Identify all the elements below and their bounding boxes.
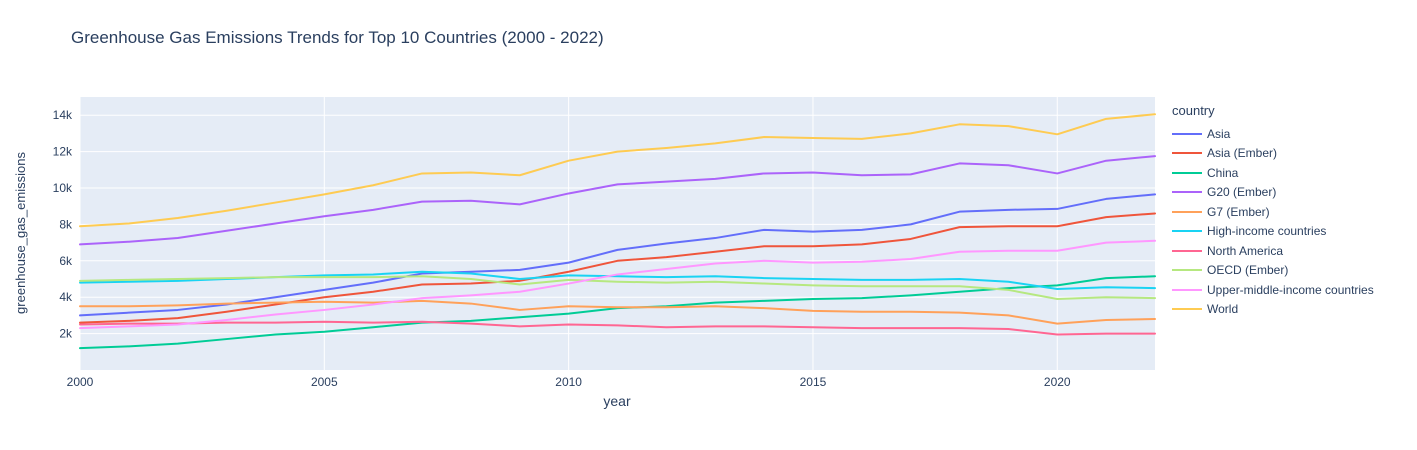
series-line-g20-ember [79, 155, 1156, 246]
series-lines-layer [79, 113, 1156, 350]
legend-line-swatch [1172, 171, 1202, 174]
legend-item-label: OECD (Ember) [1207, 263, 1289, 278]
legend-item-label: G7 (Ember) [1207, 204, 1270, 219]
y-tick-label: 14k [53, 108, 73, 122]
legend-item-label: China [1207, 165, 1239, 180]
legend-item-oecd-ember[interactable]: OECD (Ember) [1172, 261, 1374, 281]
series-line-world [79, 113, 1156, 228]
legend-item-g7-ember[interactable]: G7 (Ember) [1172, 202, 1374, 222]
y-tick-label: 6k [59, 254, 73, 268]
legend-item-g20-ember[interactable]: G20 (Ember) [1172, 183, 1374, 203]
tick-labels-layer: 2000 2005 2010 2015 2020 2k 4k 6k 8k 10k 12k 14k [53, 108, 1071, 389]
series-line-north-america [79, 320, 1156, 336]
legend-items: Asia Asia (Ember) China G20 (Ember) G7 (Embe… [1172, 124, 1374, 319]
y-tick-label: 8k [59, 217, 73, 231]
series-line-asia-ember [79, 212, 1156, 324]
x-tick-label: 2015 [800, 375, 827, 389]
x-tick-label: 2005 [311, 375, 338, 389]
legend-line-swatch [1172, 288, 1202, 291]
legend-item-label: High-income countries [1207, 224, 1327, 239]
series-line-asia [79, 193, 1156, 317]
legend-item-label: G20 (Ember) [1207, 185, 1277, 200]
x-axis-title: year [603, 393, 631, 409]
x-tick-label: 2020 [1044, 375, 1071, 389]
legend-line-swatch [1172, 132, 1202, 135]
x-tick-label: 2010 [555, 375, 582, 389]
legend: country Asia Asia (Ember) China G20 (Ember)… [1172, 103, 1374, 319]
y-tick-label: 10k [53, 181, 73, 195]
legend-item-label: Asia (Ember) [1207, 146, 1278, 161]
legend-line-swatch [1172, 210, 1202, 213]
legend-item-asia-ember[interactable]: Asia (Ember) [1172, 144, 1374, 164]
y-axis-title: greenhouse_gas_emissions [13, 152, 28, 314]
legend-item-label: North America [1207, 243, 1284, 258]
y-tick-label: 12k [53, 145, 73, 159]
series-line-oecd-ember [79, 275, 1156, 301]
legend-item-north-america[interactable]: North America [1172, 241, 1374, 261]
legend-item-label: Asia [1207, 126, 1231, 141]
chart-title: Greenhouse Gas Emissions Trends for Top … [71, 28, 604, 47]
legend-line-swatch [1172, 191, 1202, 194]
y-tick-label: 2k [59, 327, 73, 341]
gridlines-layer [79, 97, 1155, 370]
legend-line-swatch [1172, 249, 1202, 252]
legend-item-asia[interactable]: Asia [1172, 124, 1374, 144]
legend-title: country [1172, 103, 1215, 118]
series-line-g7-ember [79, 299, 1156, 325]
legend-item-label: Upper-middle-income countries [1207, 282, 1374, 297]
legend-line-swatch [1172, 308, 1202, 311]
legend-item-china[interactable]: China [1172, 163, 1374, 183]
y-tick-label: 4k [59, 290, 73, 304]
legend-line-swatch [1172, 269, 1202, 272]
x-tick-label: 2000 [67, 375, 94, 389]
legend-item-label: World [1207, 302, 1239, 317]
legend-line-swatch [1172, 152, 1202, 155]
series-line-upper-middle-income-countries [79, 239, 1156, 330]
legend-line-swatch [1172, 230, 1202, 233]
legend-item-upper-middle-income-countries[interactable]: Upper-middle-income countries [1172, 280, 1374, 300]
legend-item-world[interactable]: World [1172, 300, 1374, 320]
legend-item-high-income-countries[interactable]: High-income countries [1172, 222, 1374, 242]
